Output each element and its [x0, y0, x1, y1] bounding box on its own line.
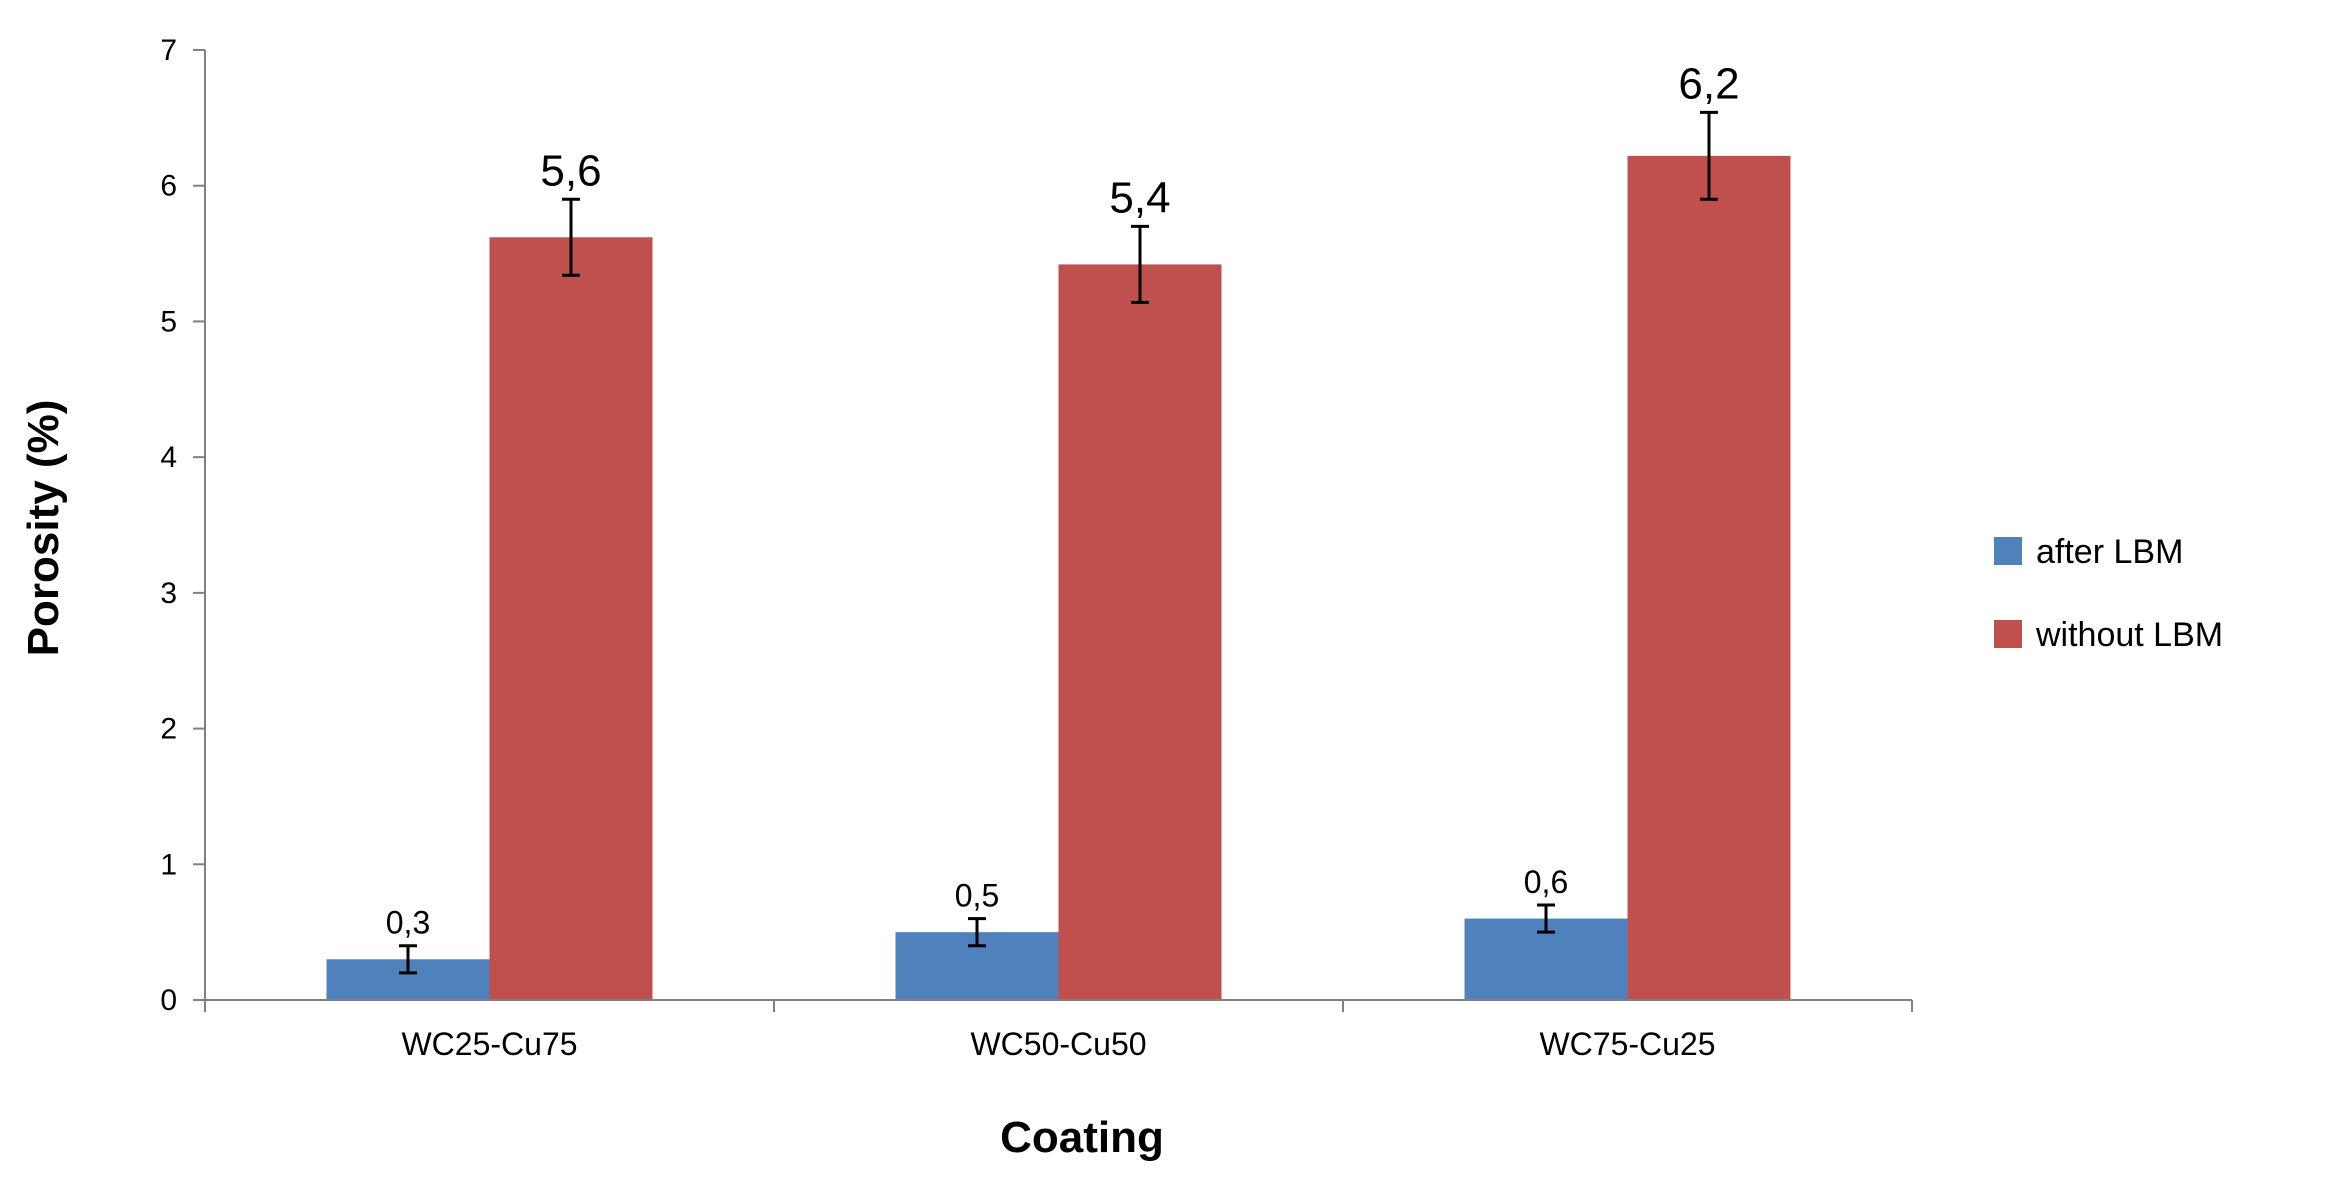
value-labels: 0,3 0,5 0,6 5,6 5,4 6,2	[386, 59, 1740, 940]
data-label-after-lbm: 0,3	[386, 905, 430, 941]
category-label: WC50-Cu50	[970, 1026, 1146, 1062]
category-label: WC75-Cu25	[1539, 1026, 1715, 1062]
legend: after LBM without LBM	[1994, 533, 2223, 654]
y-tick-label: 2	[160, 713, 177, 746]
data-label-without-lbm: 5,4	[1109, 173, 1170, 222]
x-axis-title: Coating	[1000, 1113, 1164, 1162]
y-tick-label: 4	[160, 441, 177, 474]
data-label-without-lbm: 6,2	[1678, 59, 1739, 108]
data-label-after-lbm: 0,6	[1524, 864, 1568, 900]
y-tick-label: 6	[160, 170, 177, 203]
y-tick-label: 7	[160, 34, 177, 67]
axes	[204, 50, 1912, 1001]
y-tick-label: 0	[160, 984, 177, 1017]
bar-without-lbm	[1627, 155, 1791, 1000]
data-label-without-lbm: 5,6	[540, 146, 601, 195]
data-label-after-lbm: 0,5	[955, 878, 999, 914]
y-axis-title: Porosity (%)	[19, 400, 68, 657]
error-bars	[399, 110, 1718, 975]
y-axis-ticks: 0 1 2 3 4 5 6 7	[160, 34, 205, 1017]
legend-label-without-lbm: without LBM	[2035, 616, 2223, 654]
category-label: WC25-Cu75	[401, 1026, 577, 1062]
legend-label-after-lbm: after LBM	[2036, 533, 2183, 571]
bar-without-lbm	[489, 237, 653, 1001]
y-tick-label: 3	[160, 577, 177, 610]
category-labels: WC25-Cu75 WC50-Cu50 WC75-Cu25	[401, 1026, 1715, 1062]
bars	[326, 155, 1791, 1001]
legend-swatch-without-lbm	[1994, 620, 2022, 648]
y-tick-label: 5	[160, 305, 177, 338]
x-axis-ticks	[204, 1000, 1913, 1012]
legend-swatch-after-lbm	[1994, 537, 2022, 565]
bar-without-lbm	[1058, 264, 1222, 1000]
y-tick-label: 1	[160, 848, 177, 881]
